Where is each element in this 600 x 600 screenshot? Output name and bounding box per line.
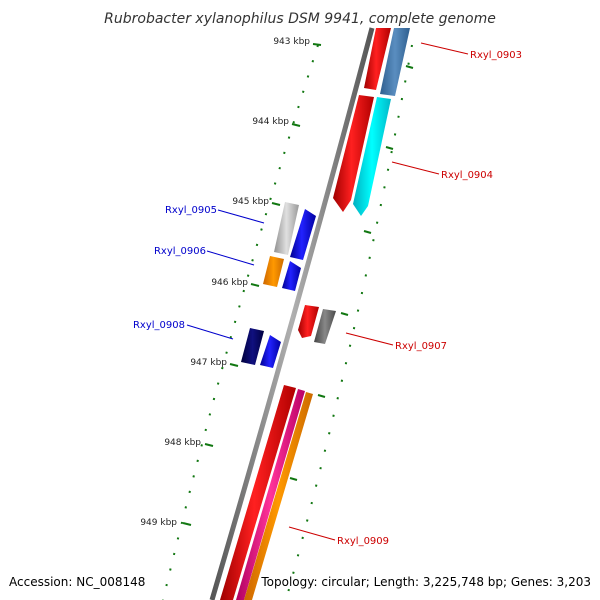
gene-rxyl-0906[interactable]: [263, 256, 301, 291]
gene-label-0904[interactable]: Rxyl_0904: [441, 170, 493, 181]
gene-label-0908[interactable]: Rxyl_0908: [133, 320, 185, 331]
inner-tick-track: [162, 44, 319, 600]
gene-0909-cds-bar: [244, 392, 313, 600]
gene-rxyl-0904[interactable]: [333, 95, 391, 216]
genome-summary: Topology: circular; Length: 3,225,748 bp…: [260, 575, 591, 589]
tick-949: [182, 522, 192, 526]
gene-0907-cog-bar: [298, 305, 319, 338]
gene-label-0903[interactable]: Rxyl_0903: [470, 50, 522, 61]
gene-rxyl-0905[interactable]: [274, 202, 316, 260]
tick-947: [229, 363, 239, 367]
tick-label-949: 949 kbp: [140, 518, 177, 528]
leader-0909: [288, 526, 336, 541]
gene-label-0906[interactable]: Rxyl_0906: [154, 246, 206, 257]
gene-0903-cog-bar: [364, 28, 391, 90]
gene-rxyl-0903[interactable]: [364, 28, 410, 96]
gene-0907-cds-bar: [314, 309, 336, 344]
gene-rxyl-0907[interactable]: [298, 305, 336, 344]
leader-0903: [420, 42, 469, 55]
tick-944: [291, 123, 301, 127]
tick-label-947: 947 kbp: [190, 358, 227, 368]
tick-label-945: 945 kbp: [232, 197, 269, 207]
map-title: Rubrobacter xylanophilus DSM 9941, compl…: [104, 11, 496, 27]
outer-tick: [340, 312, 349, 316]
gene-label-0905[interactable]: Rxyl_0905: [165, 205, 217, 216]
tick-label-946: 946 kbp: [211, 278, 248, 288]
gene-0905-cds-bar: [290, 209, 316, 260]
gene-0906-cds-bar: [282, 261, 301, 291]
gene-0906-cog-bar: [263, 256, 284, 287]
outer-tick: [317, 394, 326, 398]
gene-0905-cog-bar: [274, 202, 299, 255]
gene-label-0909[interactable]: Rxyl_0909: [337, 536, 389, 547]
tick-945: [271, 202, 281, 206]
outer-tick: [289, 477, 298, 481]
genome-backbone: [209, 27, 375, 600]
kbp-ticks: [182, 43, 414, 526]
tick-label-944: 944 kbp: [252, 117, 289, 127]
gene-0908-cog-bar: [241, 328, 264, 365]
gene-rxyl-0908[interactable]: [241, 328, 281, 368]
gene-0904-cog-bar: [333, 95, 374, 212]
leader-0904: [391, 161, 440, 175]
gene-0909-mid-bar: [236, 389, 305, 600]
outer-tick: [385, 146, 394, 150]
gene-label-0907[interactable]: Rxyl_0907: [395, 341, 447, 352]
tick-label-943: 943 kbp: [273, 37, 310, 47]
tick-943: [312, 43, 322, 46]
leader-0907: [345, 332, 394, 346]
tick-label-948: 948 kbp: [164, 438, 201, 448]
gene-0904-cds-bar: [353, 97, 391, 216]
outer-tick: [363, 230, 372, 234]
leader-0905: [217, 209, 265, 224]
tick-946: [250, 283, 260, 287]
leader-0908: [186, 324, 234, 340]
tick-948: [204, 443, 214, 447]
gene-0903-cds-bar: [380, 28, 410, 96]
leader-0906: [206, 250, 255, 266]
gene-0908-cds-bar: [260, 335, 281, 368]
outer-tick: [405, 65, 414, 69]
gene-rxyl-0909[interactable]: [220, 385, 313, 600]
gene-0909-cog-bar: [220, 385, 296, 600]
accession-label: Accession: NC_008148: [9, 575, 145, 589]
